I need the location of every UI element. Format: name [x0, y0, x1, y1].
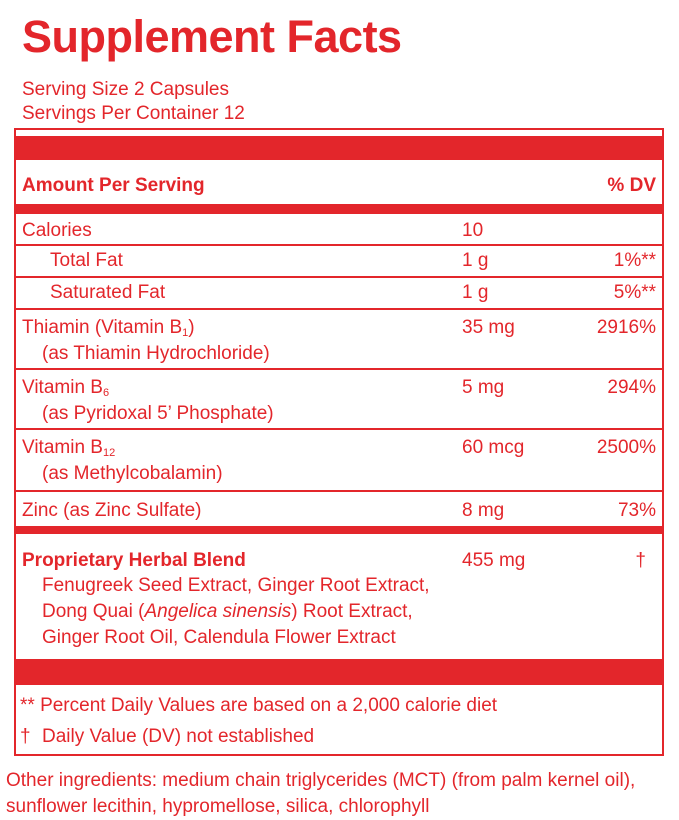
vitamin-b12-dv: 2500%: [596, 437, 656, 458]
vitamin-b12-name: Vitamin B12: [22, 437, 116, 459]
vitamin-b6-source: (as Pyridoxal 5’ Phosphate): [42, 403, 274, 424]
label-title: Supplement Facts: [22, 11, 402, 62]
row-divider: [16, 368, 662, 370]
blend-dv: †: [635, 550, 646, 571]
row-divider: [16, 490, 662, 492]
thick-divider-bottom: [16, 659, 662, 685]
total-fat-amount: 1 g: [462, 250, 489, 271]
saturated-fat-amount: 1 g: [462, 282, 489, 303]
row-divider: [16, 276, 662, 278]
saturated-fat-name: Saturated Fat: [50, 282, 166, 303]
amount-per-serving-header: Amount Per Serving: [22, 175, 205, 196]
thiamin-source: (as Thiamin Hydrochloride): [42, 343, 270, 364]
zinc-name: Zinc (as Zinc Sulfate): [22, 500, 202, 521]
calories-name: Calories: [22, 220, 92, 241]
blend-ingredients-line-3: Ginger Root Oil, Calendula Flower Extrac…: [42, 627, 396, 648]
blend-ingredients-line-2: Dong Quai (Angelica sinensis) Root Extra…: [42, 601, 413, 622]
zinc-amount: 8 mg: [462, 500, 505, 521]
saturated-fat-dv: 5%**: [613, 282, 656, 303]
thiamin-name: Thiamin (Vitamin B1): [22, 317, 195, 339]
thick-divider-top: [16, 136, 662, 160]
zinc-dv: 73%: [617, 500, 656, 521]
row-divider: [16, 308, 662, 310]
serving-size: Serving Size 2 Capsules: [22, 79, 229, 100]
facts-panel: Amount Per Serving % DV Calories 10 Tota…: [14, 128, 664, 756]
vitamin-b6-amount: 5 mg: [462, 377, 505, 398]
thiamin-amount: 35 mg: [462, 317, 515, 338]
dagger-mark: †: [20, 726, 31, 747]
total-fat-name: Total Fat: [50, 250, 123, 271]
dagger-footnote: Daily Value (DV) not established: [42, 726, 315, 747]
percent-dv-footnote: ** Percent Daily Values are based on a 2…: [20, 695, 498, 716]
thick-divider-header: [16, 204, 662, 214]
blend-ingredients-line-1: Fenugreek Seed Extract, Ginger Root Extr…: [42, 575, 430, 596]
thick-divider-blend: [16, 526, 662, 534]
thiamin-dv: 2916%: [596, 317, 656, 338]
row-divider: [16, 428, 662, 430]
calories-amount: 10: [462, 220, 484, 241]
vitamin-b12-source: (as Methylcobalamin): [42, 463, 223, 484]
dv-header: % DV: [607, 175, 656, 196]
blend-name: Proprietary Herbal Blend: [22, 550, 246, 571]
vitamin-b6-dv: 294%: [607, 377, 656, 398]
total-fat-dv: 1%**: [613, 250, 656, 271]
servings-per-container: Servings Per Container 12: [22, 103, 245, 124]
vitamin-b6-name: Vitamin B6: [22, 377, 110, 399]
row-divider: [16, 244, 662, 246]
blend-amount: 455 mg: [462, 550, 526, 571]
other-ingredients: Other ingredients: medium chain triglyce…: [6, 770, 636, 817]
vitamin-b12-amount: 60 mcg: [462, 437, 525, 458]
